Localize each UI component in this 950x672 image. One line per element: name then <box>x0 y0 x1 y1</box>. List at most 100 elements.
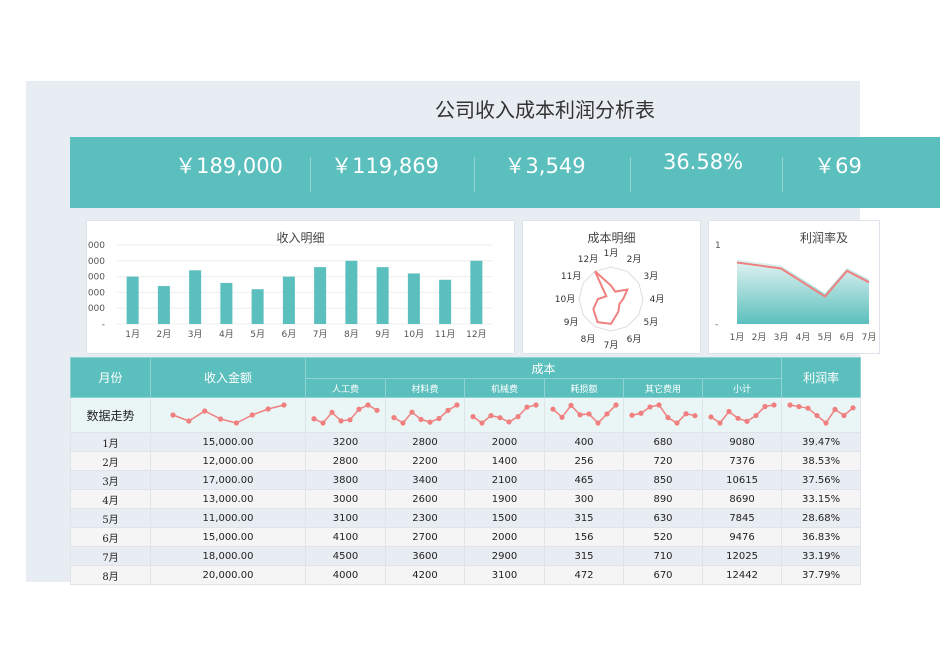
sparkline-point <box>374 407 380 413</box>
table-cell: 3100 <box>464 565 545 585</box>
radar-label: 9月 <box>564 317 579 328</box>
y-tick-label: 1 <box>715 241 721 251</box>
sparkline-point <box>726 408 732 414</box>
sparkline-point <box>787 401 793 408</box>
table-cell: 3400 <box>385 470 465 490</box>
sparkline-point <box>735 415 741 421</box>
sparkline-point <box>744 418 750 424</box>
table-cell: 10615 <box>701 470 783 490</box>
sparkline-cell <box>544 397 624 433</box>
table-cell: 3600 <box>385 546 465 566</box>
x-tick-label: 4月 <box>796 332 811 343</box>
table-cell: 28.68% <box>781 508 862 528</box>
x-tick-label: 1月 <box>125 329 140 340</box>
sparkline <box>470 401 539 426</box>
table-cell: 2700 <box>385 527 465 547</box>
sparkline-point <box>479 419 485 426</box>
sparkline-cell <box>464 397 545 433</box>
x-tick-label: 3月 <box>774 332 789 343</box>
table-cell: 18,000.00 <box>150 546 306 566</box>
x-tick-label: 8月 <box>344 329 359 340</box>
y-tick-label: 25,000 <box>87 241 105 251</box>
table-cell: 256 <box>544 451 624 471</box>
sparkline-point <box>365 401 371 408</box>
table-cell: 13,000.00 <box>150 489 306 509</box>
sparkline-point <box>559 414 565 420</box>
x-tick-label: 6月 <box>840 332 855 343</box>
table-cell: 630 <box>623 508 703 528</box>
sparkline-point <box>329 409 335 415</box>
sparkline-point <box>524 404 530 410</box>
subheader-cost: 其它费用 <box>623 378 703 398</box>
table-cell: 12442 <box>701 565 783 585</box>
table-cell: 2300 <box>385 508 465 528</box>
sparkline-point <box>470 413 476 419</box>
header-profit-rate: 利润率 <box>781 357 862 398</box>
bar <box>220 282 233 324</box>
sparkline-point <box>497 414 503 420</box>
sparkline <box>787 401 856 426</box>
sparkline-cell <box>781 397 862 433</box>
subheader-cost: 材料费 <box>385 378 465 398</box>
table-cell: 890 <box>623 489 703 509</box>
table-row: 8月 20,000.00 4000 4200 3100 472 670 12442 37.79% <box>70 565 862 585</box>
sparkline-cell <box>385 397 465 433</box>
table-cell: 15,000.00 <box>150 527 306 547</box>
x-tick-label: 2月 <box>157 329 172 340</box>
table-cell: 7月 <box>70 546 151 566</box>
sparkline-point <box>577 411 583 417</box>
table-cell: 12025 <box>701 546 783 566</box>
table-cell: 1400 <box>464 451 545 471</box>
subheader-cost: 机械费 <box>464 378 545 398</box>
sparkline-point <box>647 403 653 410</box>
income-chart: 收入明细 25,000 20,000 15,000 10,000 5,000 - 1月 2月 3… <box>86 220 515 354</box>
header-month: 月份 <box>70 357 151 398</box>
sparkline-cell <box>305 397 386 433</box>
radar-label: 2月 <box>627 254 642 265</box>
sparkline-point <box>391 414 397 420</box>
x-tick-label: 5月 <box>250 329 265 340</box>
bar <box>407 273 420 324</box>
radar-series <box>592 270 630 325</box>
y-tick-label: - <box>715 320 718 330</box>
divider <box>630 157 631 192</box>
sparkline-cell <box>701 397 783 433</box>
table-row: 1月 15,000.00 3200 2800 2000 400 680 9080 39.47% <box>70 432 862 452</box>
sparkline-point <box>533 401 539 408</box>
table-cell: 710 <box>623 546 703 566</box>
table-row: 2月 12,000.00 2800 2200 1400 256 720 7376 38.53% <box>70 451 862 471</box>
bar <box>376 267 389 324</box>
sparkline-point <box>515 413 521 419</box>
x-tick-label: 1月 <box>730 332 745 343</box>
sparkline-point <box>281 401 287 408</box>
bar <box>439 279 452 324</box>
radar-label: 11月 <box>561 271 581 282</box>
line-series <box>736 261 870 298</box>
x-tick-label: 3月 <box>188 329 203 340</box>
table-cell: 5月 <box>70 508 151 528</box>
y-tick-label: 15,000 <box>87 273 105 283</box>
sparkline <box>629 401 698 426</box>
sparkline-cell <box>150 397 306 433</box>
sparkline-point <box>692 412 698 418</box>
table-cell: 8690 <box>701 489 783 509</box>
table-cell: 2600 <box>385 489 465 509</box>
sparkline-point <box>170 411 176 418</box>
sparkline-point <box>762 403 768 409</box>
table-cell: 4000 <box>305 565 386 585</box>
bar <box>345 260 358 324</box>
sparkline-point <box>823 419 829 426</box>
sparkline <box>391 401 460 426</box>
sparkline-point <box>613 401 619 408</box>
data-table: 月份 收入金额 成本 利润率 人工费 材料费 机械费 耗损额 其它费用 小计 数据走势 1… <box>70 357 862 585</box>
kpi-profit-rate: 36.58% <box>662 150 744 174</box>
table-cell: 4200 <box>385 565 465 585</box>
table-cell: 33.15% <box>781 489 862 509</box>
x-tick-label: 7月 <box>313 329 328 340</box>
radar-label: 8月 <box>581 334 596 345</box>
table-cell: 7376 <box>701 451 783 471</box>
sparkline-point <box>638 410 644 416</box>
sparkline-point <box>568 402 574 408</box>
trend-label: 数据走势 <box>70 397 151 433</box>
table-cell: 472 <box>544 565 624 585</box>
